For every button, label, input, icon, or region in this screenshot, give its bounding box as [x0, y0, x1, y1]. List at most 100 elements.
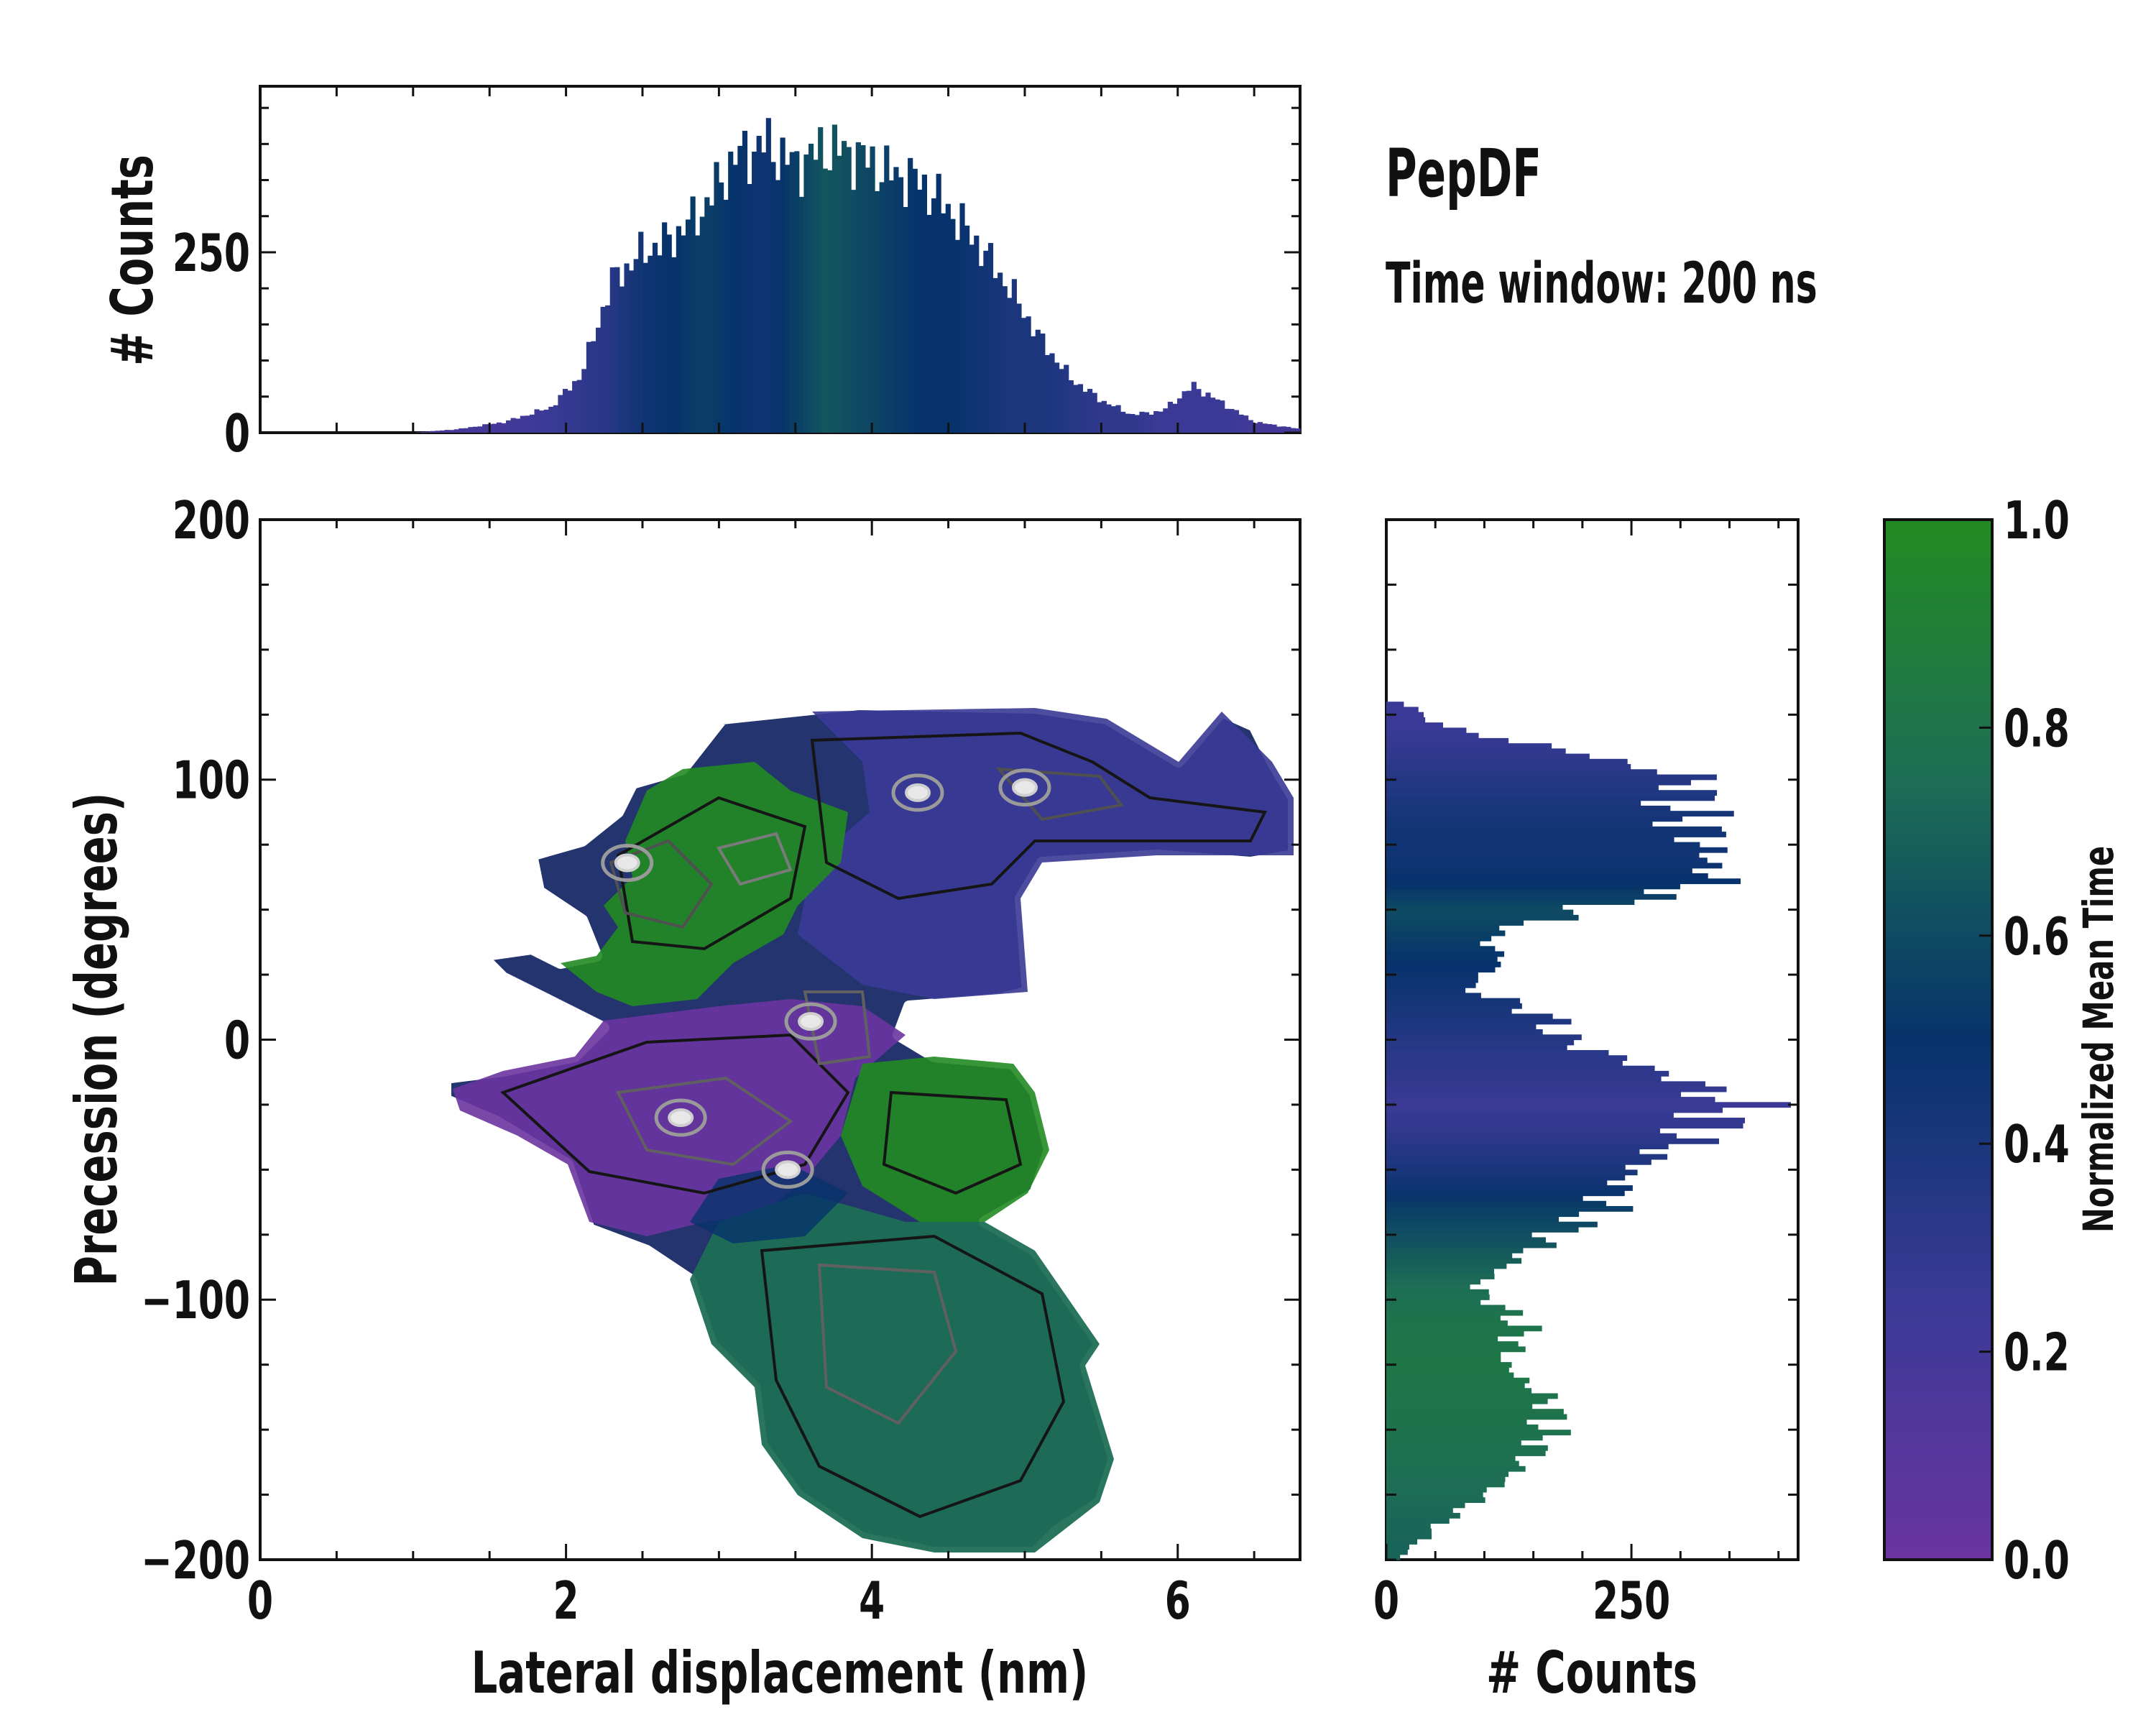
main-xtick-label: 4: [859, 1570, 885, 1631]
top-hist-bar: [1011, 279, 1017, 433]
right-hist-bar: [1386, 1144, 1669, 1150]
top-hist-bar: [681, 235, 686, 433]
right-hist-bar: [1386, 1216, 1560, 1223]
right-hist-bar: [1386, 1159, 1651, 1165]
main-xtick-label: 2: [553, 1570, 579, 1631]
right-hist-bar: [1386, 712, 1424, 718]
top-hist-bar: [477, 426, 483, 433]
region-lower-teal: [690, 1193, 1114, 1552]
right-hist-bar: [1386, 1226, 1579, 1233]
colorbar-ticks: 0.0 0.2 0.4 0.6 0.8 1.0: [1979, 490, 2070, 1591]
top-hist-bar: [1002, 286, 1008, 433]
top-hist-bar: [642, 262, 648, 433]
top-hist-bar: [855, 142, 861, 433]
right-hist-bar: [1386, 1294, 1490, 1300]
right-hist-bar: [1386, 779, 1691, 786]
top-hist-bar: [638, 231, 644, 433]
right-hist-bar: [1386, 1138, 1719, 1144]
right-hist-bar: [1386, 1149, 1640, 1155]
right-xtick-label: 0: [1373, 1570, 1399, 1631]
right-hist-bar: [1386, 811, 1734, 816]
right-hist-bar: [1386, 862, 1723, 869]
top-hist-bar: [756, 135, 762, 433]
top-hist-bar: [846, 147, 852, 433]
top-hist-bar: [1054, 362, 1060, 433]
top-hist-bar: [1115, 405, 1121, 433]
top-hist-bar: [983, 250, 989, 433]
right-hist-bar: [1386, 1263, 1507, 1269]
right-hist-bar: [1386, 790, 1718, 796]
right-hist-bar: [1386, 914, 1579, 921]
top-hist-bar: [875, 190, 880, 433]
right-hist-bar: [1386, 1081, 1705, 1087]
colorbar-tick-label: 0.2: [2004, 1322, 2070, 1383]
top-hist-bar: [1031, 336, 1036, 433]
top-hist-bar: [714, 162, 719, 433]
top-hist-bar: [453, 429, 459, 433]
right-hist-bar: [1386, 935, 1492, 942]
right-hist-bar: [1386, 1055, 1628, 1062]
top-hist-bar: [671, 257, 677, 433]
top-hist-bar: [964, 225, 970, 433]
right-hist-bar: [1386, 1154, 1668, 1160]
top-hist-bar: [1286, 426, 1291, 433]
colorbar-tick-label: 1.0: [2004, 490, 2070, 551]
top-hist-bar: [789, 152, 795, 433]
right-hist-bar: [1386, 1190, 1625, 1197]
top-hist-bar: [1210, 397, 1216, 433]
top-hist-bar: [1064, 364, 1069, 433]
right-hist-bar: [1386, 893, 1677, 900]
top-hist-bar: [492, 423, 497, 433]
right-hist-bar: [1386, 1065, 1655, 1072]
top-hist-bar: [987, 243, 994, 433]
right-hist-bar: [1386, 1450, 1546, 1456]
right-hist-bar: [1386, 941, 1480, 947]
top-hist-bar: [548, 406, 554, 433]
top-hist-bar: [444, 430, 450, 433]
figure-subtitle: Time window: 200 ns: [1386, 252, 1818, 316]
right-hist-bar: [1386, 1091, 1682, 1098]
top-hist-bar: [813, 160, 819, 433]
top-hist-bar: [1295, 428, 1301, 433]
right-hist-bar: [1386, 816, 1683, 822]
right-hist-bar: [1386, 1460, 1519, 1467]
right-hist-bar: [1386, 1044, 1567, 1051]
top-hist-bar: [666, 234, 672, 433]
top-hist-bar: [1229, 408, 1235, 433]
top-hist-bar: [609, 267, 615, 433]
top-hist-bar: [435, 431, 441, 433]
top-hist-bar: [676, 226, 681, 433]
right-hist-bar: [1386, 956, 1498, 962]
right-hist-bar: [1386, 1034, 1582, 1041]
top-hist-bar: [699, 216, 705, 433]
top-hist-bar: [619, 286, 625, 433]
main-xtick-label: 0: [247, 1570, 273, 1631]
right-hist-bar: [1386, 878, 1741, 885]
right-hist-bar: [1386, 795, 1715, 801]
main-ytick-label: 100: [172, 750, 250, 811]
density-peak-contour: [761, 1150, 814, 1189]
right-hist-bar: [1386, 1284, 1470, 1290]
top-hist-bar: [1200, 396, 1207, 433]
right-hist-bar: [1386, 1491, 1483, 1498]
top-hist-bar: [1049, 353, 1055, 433]
top-hist-bar: [420, 431, 426, 433]
top-hist-bar: [1007, 298, 1013, 433]
top-hist-bar: [1191, 382, 1197, 433]
top-hist-bar: [860, 145, 866, 433]
right-hist-bar: [1386, 1335, 1498, 1342]
right-hist-ticks: 0 250: [1373, 518, 1798, 1631]
top-hist-bar: [633, 259, 639, 433]
top-hist-bar: [1139, 411, 1145, 433]
right-hist-bar: [1386, 737, 1509, 744]
top-hist-bar: [728, 151, 734, 433]
top-hist-bar: [747, 184, 752, 433]
top-hist-bar: [1187, 390, 1192, 433]
top-hist-bar: [752, 151, 757, 433]
top-hist-bar: [865, 167, 871, 433]
right-hist-bar: [1386, 1351, 1501, 1358]
right-hist-bar: [1386, 1320, 1508, 1327]
top-hist-bar: [818, 126, 824, 433]
right-hist-bar: [1386, 1528, 1432, 1535]
